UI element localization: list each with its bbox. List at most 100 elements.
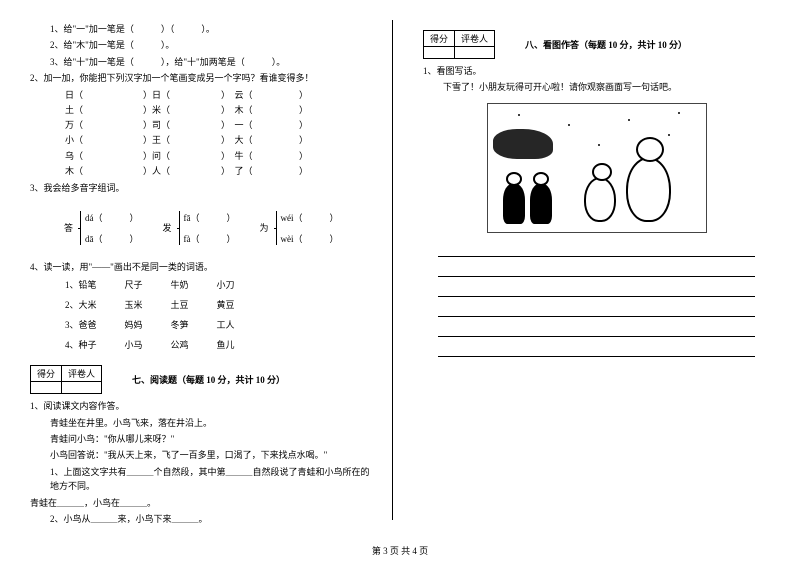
word-row: 1、铅笔 尺子 牛奶 小刀	[30, 276, 377, 296]
section-7-title: 七、阅读题（每题 10 分，共计 10 分）	[132, 373, 285, 386]
word: 鱼儿	[217, 340, 235, 350]
writing-line[interactable]	[438, 321, 755, 337]
word-row: 3、爸爸妈妈冬笋工人	[30, 316, 377, 336]
section-7-header: 得分评卷人 七、阅读题（每题 10 分，共计 10 分）	[30, 365, 377, 394]
score-table: 得分评卷人	[423, 30, 495, 59]
snow-dot-icon	[568, 124, 570, 126]
child-icon	[530, 184, 552, 224]
cell: ）王（	[143, 133, 221, 148]
score-table: 得分评卷人	[30, 365, 102, 394]
word: 玉米	[125, 300, 143, 310]
word: 妈妈	[125, 320, 143, 330]
child-head-icon	[506, 172, 522, 186]
word: 1、铅笔	[65, 280, 97, 290]
pinyin-option: dá（ ）	[85, 211, 139, 224]
column-left: 1、给"一"加一笔是（ ）（ ）。 2、给"木"加一笔是（ ）。 3、给"十"加…	[30, 20, 393, 520]
cell: ） 木（	[221, 103, 299, 118]
cell: ）人（	[143, 164, 221, 179]
section-8-title: 八、看图作答（每题 10 分，共计 10 分）	[525, 38, 687, 51]
q2-row: 万（）司（） 一（）	[30, 118, 377, 133]
pinyin-option: dā（ ）	[85, 232, 139, 245]
cell: ） 一（	[221, 118, 299, 133]
snowman-head-icon	[592, 163, 612, 181]
cell: ） 牛（	[221, 149, 299, 164]
q2-row: 乌（）问（） 牛（）	[30, 149, 377, 164]
page-columns: 1、给"一"加一笔是（ ）（ ）。 2、给"木"加一笔是（ ）。 3、给"十"加…	[30, 20, 770, 520]
snow-dot-icon	[668, 134, 670, 136]
q2-grid: 日（）日（） 云（） 土（）米（） 木（） 万（）司（） 一（） 小（）王（） …	[30, 88, 377, 180]
bush-icon	[493, 129, 553, 159]
cell: ）	[299, 88, 377, 103]
cell: 小（	[65, 133, 143, 148]
word: 工人	[217, 320, 235, 330]
q2-row: 小（）王（） 大（）	[30, 133, 377, 148]
cell: ）	[299, 133, 377, 148]
snow-dot-icon	[598, 144, 600, 146]
word-row: 2、大米玉米土豆黄豆	[30, 296, 377, 316]
cell: ）司（	[143, 118, 221, 133]
brace-icon: fā（ ） fà（ ）	[179, 211, 236, 245]
blank-cell[interactable]	[455, 47, 495, 59]
q1-line-3: 3、给"十"加一笔是（ ），给"十"加两笔是（ ）。	[30, 55, 377, 69]
q3-title: 3、我会给多音字组词。	[30, 181, 377, 195]
q1-line-2: 2、给"木"加一笔是（ ）。	[30, 38, 377, 52]
cell: ）	[299, 164, 377, 179]
blank-cell[interactable]	[62, 382, 102, 394]
writing-line[interactable]	[438, 301, 755, 317]
q4-title: 4、读一读，用"——"画出不是同一类的词语。	[30, 260, 377, 274]
cell: ）日（	[143, 88, 221, 103]
reading-line: 小鸟回答说："我从天上来，飞了一百多里，口渴了，下来找点水喝。"	[30, 448, 377, 462]
score-cell: 得分	[31, 366, 62, 382]
brace-icon: wéi（ ） wèi（ ）	[276, 211, 339, 245]
grader-cell: 评卷人	[455, 31, 495, 47]
snow-dot-icon	[518, 114, 520, 116]
grader-cell: 评卷人	[62, 366, 102, 382]
reading-line: 青蛙在＿＿＿，小鸟在＿＿＿。	[30, 496, 377, 510]
writing-line[interactable]	[438, 281, 755, 297]
cell: ）问（	[143, 149, 221, 164]
blank-cell[interactable]	[31, 382, 62, 394]
word: 土豆	[171, 300, 189, 310]
word: 3、爸爸	[65, 320, 97, 330]
snowman-small-icon	[584, 177, 616, 222]
page-footer: 第 3 页 共 4 页	[0, 544, 800, 557]
q2-row: 日（）日（） 云（）	[30, 88, 377, 103]
snowman-head-icon	[636, 137, 664, 162]
pinyin-char-1: 答	[64, 221, 73, 234]
word: 2、大米	[65, 300, 97, 310]
q2-row: 土（）米（） 木（）	[30, 103, 377, 118]
pinyin-option: wèi（ ）	[281, 232, 339, 245]
cell: 乌（	[65, 149, 143, 164]
q2-title: 2、加一加，你能把下列汉字加一个笔画变成另一个字吗？看谁变得多！	[30, 71, 377, 85]
reading-title: 1、阅读课文内容作答。	[30, 399, 377, 413]
writing-line[interactable]	[438, 261, 755, 277]
section-8-header: 得分评卷人 八、看图作答（每题 10 分，共计 10 分）	[423, 30, 770, 59]
q8-title: 1、看图写话。	[423, 64, 770, 78]
writing-line[interactable]	[438, 241, 755, 257]
blank-cell[interactable]	[424, 47, 455, 59]
word: 尺子	[125, 280, 143, 290]
reading-line: 青蛙问小鸟："你从哪儿来呀？"	[30, 432, 377, 446]
cell: 万（	[65, 118, 143, 133]
q2-row: 木（）人（） 了（）	[30, 164, 377, 179]
reading-line: 2、小鸟从＿＿＿来，小鸟下来＿＿＿。	[30, 512, 377, 526]
cell: ） 大（	[221, 133, 299, 148]
score-cell: 得分	[424, 31, 455, 47]
q8-prompt: 下雪了！小朋友玩得可开心啦！请你观察画面写一句话吧。	[423, 80, 770, 94]
pinyin-group: 答 dá（ ） dā（ ） 发 fā（ ） fà（ ） 为 wéi（ ） wèi…	[30, 211, 377, 245]
word: 小刀	[217, 280, 235, 290]
writing-line[interactable]	[438, 341, 755, 357]
snow-dot-icon	[628, 119, 630, 121]
child-head-icon	[533, 172, 549, 186]
word: 牛奶	[171, 280, 189, 290]
word: 4、种子	[65, 340, 97, 350]
pinyin-char-3: 为	[260, 221, 269, 234]
cell: ）	[299, 149, 377, 164]
reading-line: 1、上面这文字共有＿＿＿个自然段，其中第＿＿＿自然段说了青蛙和小鸟所在的地方不同…	[30, 465, 377, 494]
column-right: 得分评卷人 八、看图作答（每题 10 分，共计 10 分） 1、看图写话。 下雪…	[413, 20, 770, 520]
cell: ）	[299, 103, 377, 118]
cell: 日（	[65, 88, 143, 103]
q1-line-1: 1、给"一"加一笔是（ ）（ ）。	[30, 22, 377, 36]
cell: ）	[299, 118, 377, 133]
pinyin-option: fà（ ）	[184, 232, 236, 245]
